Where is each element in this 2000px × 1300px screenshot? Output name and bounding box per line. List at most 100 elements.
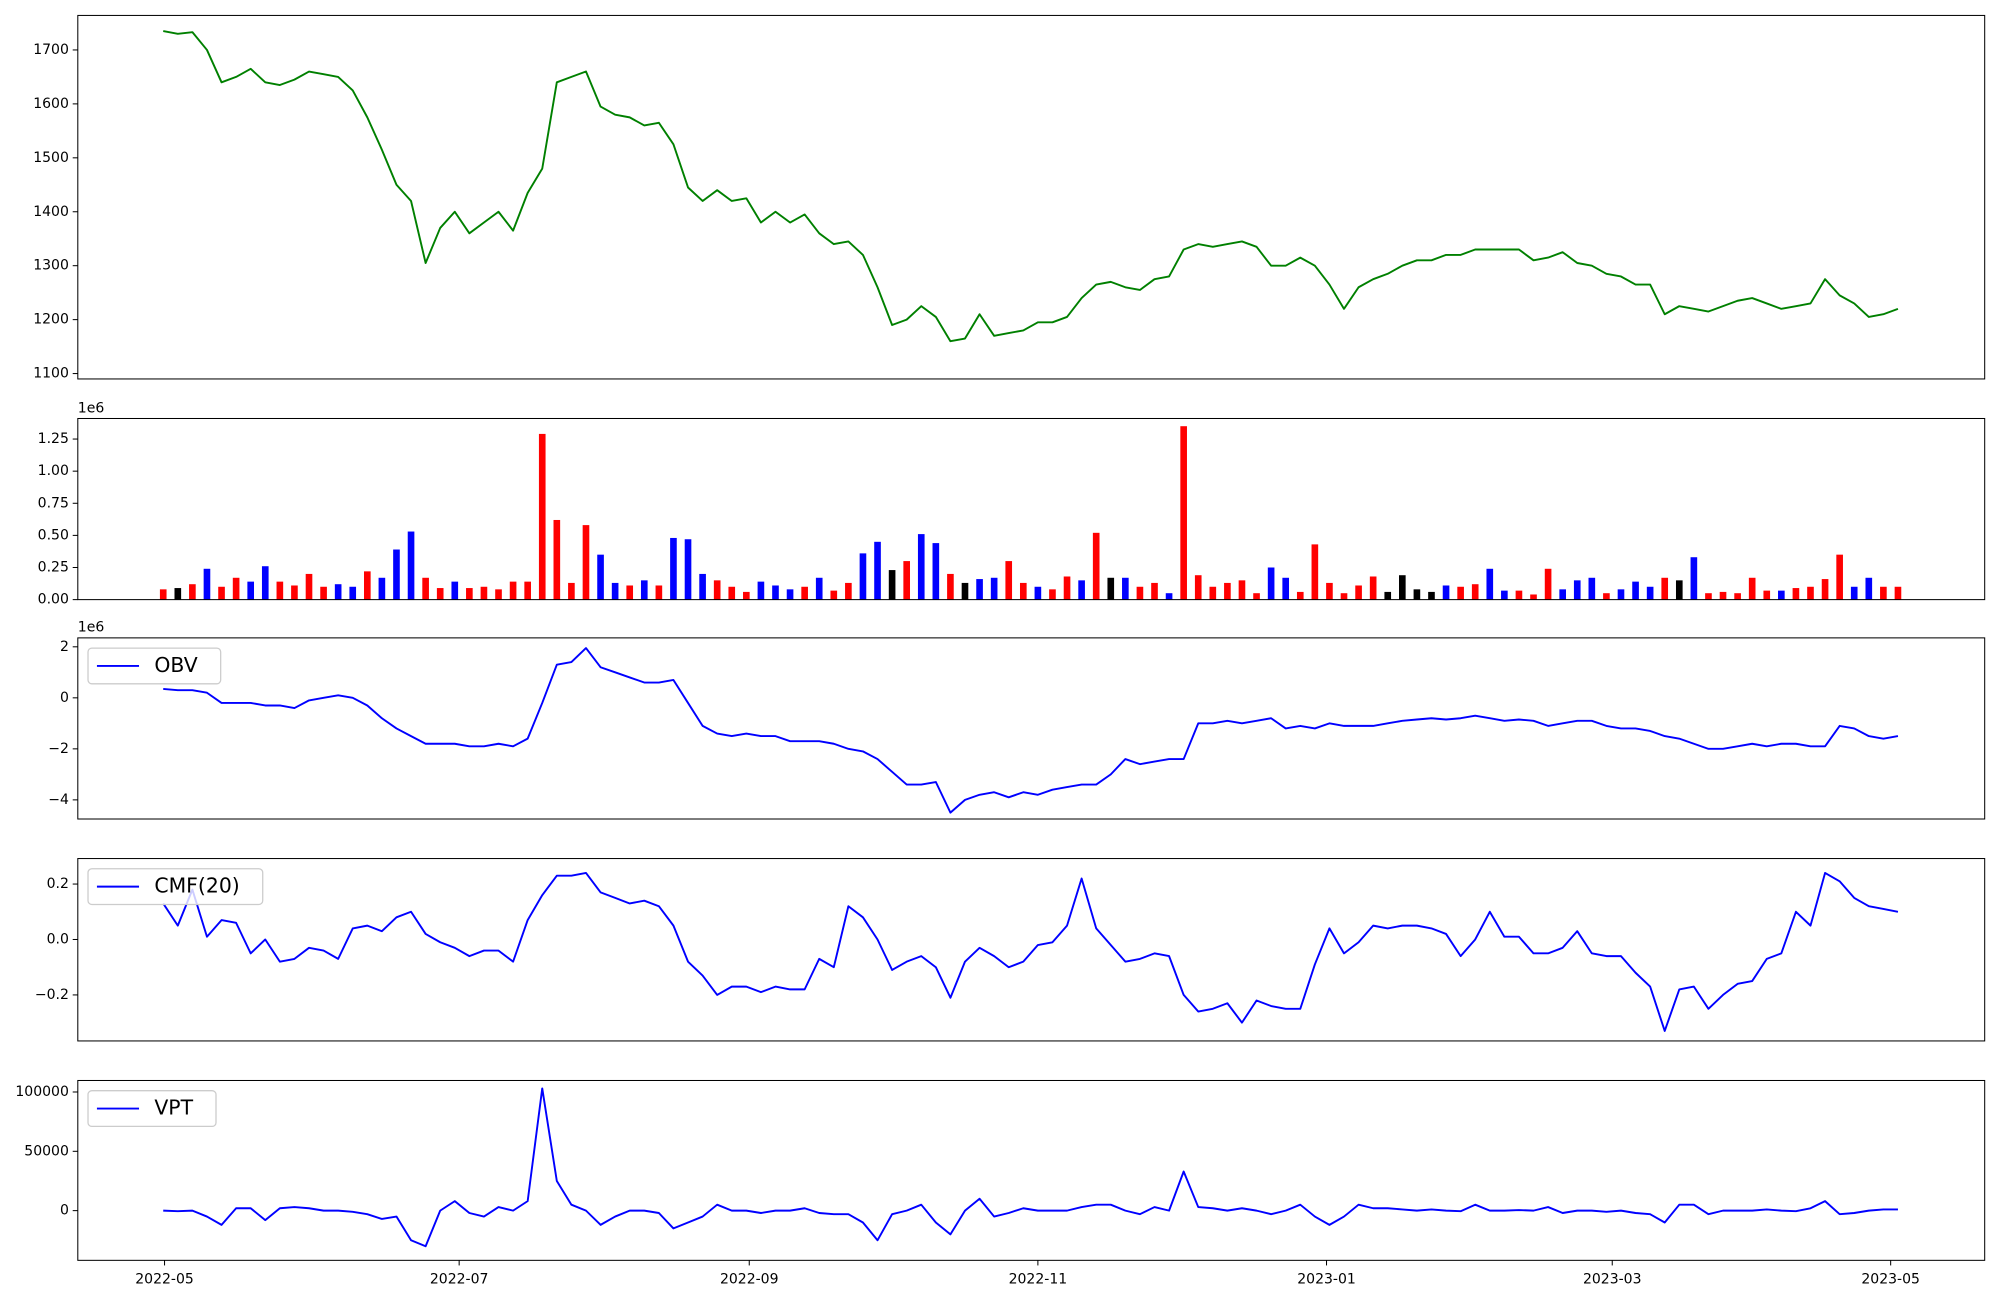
bar [1165, 593, 1173, 600]
bar [1603, 593, 1610, 600]
bar [1807, 586, 1814, 600]
bar [1865, 577, 1873, 600]
bar [1646, 586, 1654, 600]
bar [582, 525, 590, 600]
bar [1836, 554, 1843, 600]
bar [874, 541, 881, 600]
bar [1049, 589, 1056, 600]
bar [1369, 576, 1377, 600]
bar [1399, 575, 1406, 600]
y-tick-label: 0.25 [38, 560, 69, 576]
bar [320, 586, 327, 600]
bar [1209, 586, 1217, 600]
x-tick-label: 2023-01 [1297, 1271, 1356, 1287]
bar [1384, 591, 1392, 600]
bar [305, 573, 313, 600]
bar [1515, 590, 1523, 600]
y-tick-label: 1400 [33, 204, 69, 220]
bar [976, 579, 983, 600]
bar [1311, 544, 1319, 600]
line-series [163, 1087, 1898, 1248]
x-tick-label: 2022-05 [135, 1271, 194, 1287]
bar [1296, 591, 1304, 600]
bar [291, 585, 298, 600]
bar [1238, 580, 1246, 600]
bar [159, 589, 167, 600]
bar [1748, 577, 1756, 600]
bar [1224, 582, 1231, 600]
bar [247, 581, 255, 600]
x-tick-label: 2022-11 [1009, 1271, 1068, 1287]
bar [655, 585, 663, 600]
bar [699, 573, 706, 600]
bar [713, 580, 721, 600]
bar [451, 581, 459, 600]
bar [640, 580, 648, 600]
y-tick-label: 1200 [33, 312, 69, 328]
axes-frame [77, 637, 1986, 820]
y-tick-label: 0.75 [38, 495, 69, 511]
y-tick-label: 0.2 [47, 876, 69, 892]
bar [830, 590, 838, 600]
bar [1253, 593, 1260, 600]
bar [1471, 584, 1479, 600]
y-tick-label: 0.00 [38, 592, 69, 608]
bar [1107, 577, 1115, 600]
bar [568, 582, 575, 600]
bar [990, 577, 998, 600]
x-tick-label: 2022-09 [720, 1271, 779, 1287]
bar [1092, 532, 1100, 600]
y-tick-label: 1500 [33, 150, 69, 166]
bar [378, 577, 386, 600]
bar [1194, 575, 1202, 600]
y-tick-label: 1700 [33, 42, 69, 58]
bar [1486, 568, 1494, 600]
bar [1588, 577, 1596, 600]
legend-box [87, 647, 222, 685]
legend-box [87, 1090, 217, 1128]
bar [845, 582, 852, 600]
x-tick-label: 2023-03 [1583, 1271, 1642, 1287]
bar [218, 586, 225, 600]
bar [1675, 580, 1683, 600]
bar [815, 577, 823, 600]
line-series [163, 30, 1899, 343]
bar [436, 588, 444, 600]
bar [757, 581, 765, 600]
bar [961, 582, 969, 600]
bar [597, 554, 604, 600]
bar [903, 561, 911, 600]
axes-frame [77, 417, 1986, 601]
y-tick-label: 1100 [33, 366, 69, 382]
bar [626, 585, 634, 600]
bar [1428, 591, 1435, 600]
y-tick-label: 0 [60, 690, 69, 706]
bar [859, 553, 867, 600]
legend-label: CMF(20) [154, 874, 239, 898]
bar [495, 589, 502, 600]
bar [334, 584, 342, 600]
bar [1792, 588, 1800, 600]
y-tick-label: −4 [48, 792, 69, 808]
bar [786, 589, 794, 600]
bar [1661, 577, 1669, 600]
bar [407, 531, 415, 600]
bar [611, 582, 619, 600]
bar [1282, 577, 1290, 600]
bar [422, 577, 429, 600]
y-tick-label: 0.50 [38, 527, 69, 543]
line-series [162, 872, 1899, 1032]
bar [393, 549, 400, 600]
bar [1136, 586, 1144, 600]
bar [276, 581, 284, 600]
y-tick-label: 100000 [15, 1084, 69, 1100]
bar [743, 591, 750, 600]
y-tick-label: 1300 [33, 258, 69, 274]
bar [947, 573, 954, 600]
bar [1617, 589, 1625, 600]
bar [888, 570, 896, 600]
bar [1355, 585, 1362, 600]
bar [1880, 586, 1887, 600]
